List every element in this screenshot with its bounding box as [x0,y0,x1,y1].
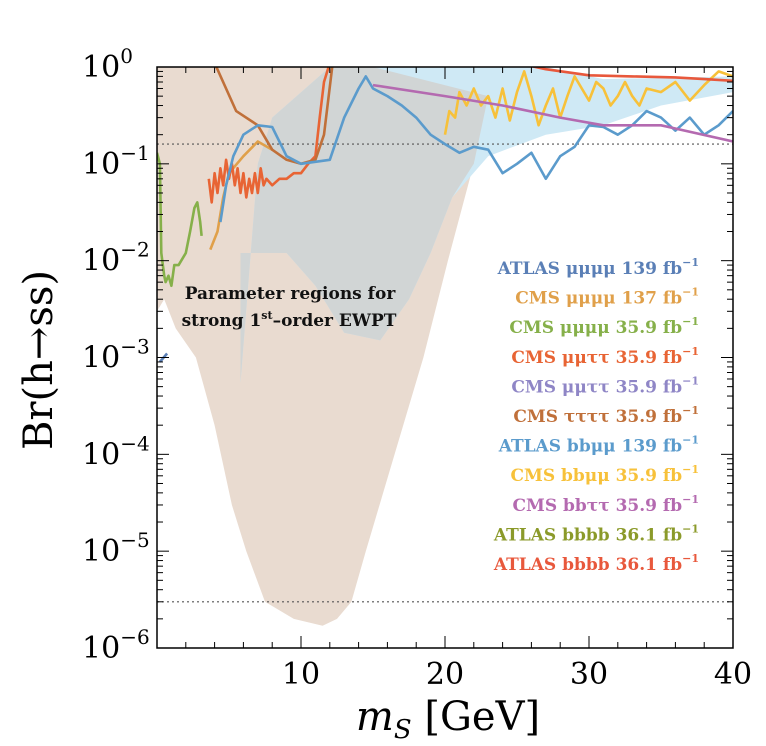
y-tick-label: 10−3 [82,335,150,376]
legend: ATLAS μμμμ 139 fb−1 CMS μμμμ 137 fb−1 CMS … [493,256,699,575]
axis-ticks [156,66,734,649]
x-tick-label: 40 [714,657,752,692]
legend-entry: CMS ττττ 35.9 fb−1 [513,404,699,427]
legend-entry: CMS μμμμ 35.9 fb−1 [509,315,699,338]
y-tick-label: 10−4 [82,431,150,472]
series-line [372,83,733,143]
region-ewpt-overlap [240,67,489,383]
x-tick-label: 30 [570,657,608,692]
legend-entry: ATLAS bbbb 36.1 fb−1 [493,522,699,545]
legend-entry: CMS bbμμ 35.9 fb−1 [510,463,699,486]
tick-labels: 10 20 30 40 100 10−1 10−2 10−3 10−4 10−5 10−6 [82,44,752,692]
y-tick-label: 10−6 [82,625,150,666]
y-tick-label: 100 [82,44,133,85]
legend-entry: CMS μμττ 35.9 fb−1 [511,374,699,397]
annotation-line1: Parameter regions for [185,284,397,304]
y-axis-label: Br(h→ss) [16,270,62,450]
legend-entry: ATLAS bbμμ 139 fb−1 [498,434,699,457]
annotation: Parameter regions for strong 1st–order E… [182,284,397,331]
series-line [529,67,733,83]
x-tick-label: 10 [282,657,320,692]
series-line [219,75,733,223]
exclusion-limits [157,67,733,363]
reference-lines [157,143,733,603]
x-tick-label: 20 [426,657,464,692]
series-line [207,67,330,204]
legend-entry: CMS bbττ 35.9 fb−1 [512,493,699,516]
y-tick-label: 10−2 [82,238,150,279]
legend-entry: ATLAS bbbb 36.1 fb−1 [493,552,699,575]
ewpt-regions [157,67,733,626]
x-axis-label: mS [GeV] [356,694,540,745]
plot-frame [156,66,734,649]
legend-entry: ATLAS μμμμ 139 fb−1 [497,256,699,279]
series-line [214,67,334,166]
annotation-line2: strong 1st–order EWPT [182,309,397,331]
legend-entry: CMS μμττ 35.9 fb−1 [511,345,699,368]
y-tick-label: 10−5 [82,528,150,569]
y-tick-label: 10−1 [82,141,150,182]
legend-entry: CMS μμμμ 137 fb−1 [515,286,699,309]
